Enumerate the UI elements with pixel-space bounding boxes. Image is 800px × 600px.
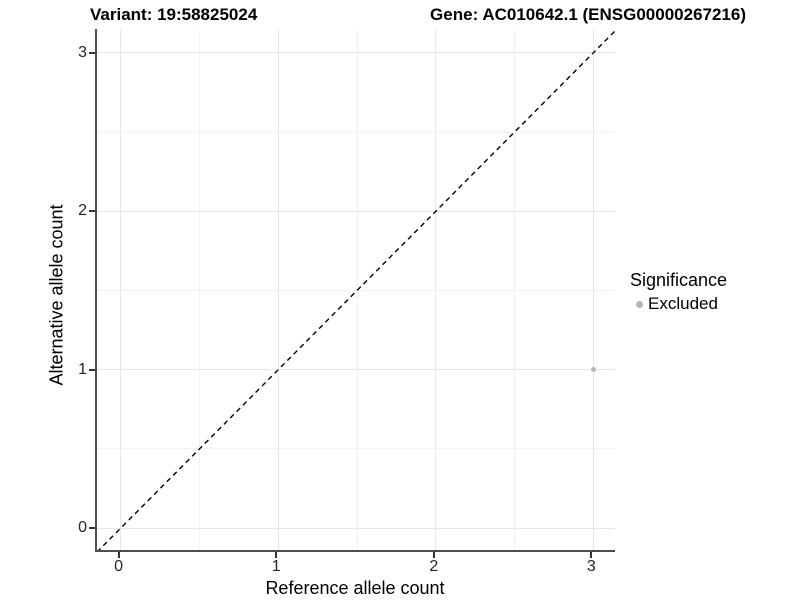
identity-line	[98, 30, 615, 550]
gridline-y-major	[97, 52, 615, 54]
x-axis-tick-label: 2	[429, 558, 439, 575]
gridline-x-minor	[514, 29, 516, 550]
y-axis-tick-label: 3	[78, 43, 87, 61]
y-axis-title: Alternative allele count	[46, 204, 67, 386]
legend-item-excluded: Excluded	[630, 293, 800, 315]
x-axis-tick-mark	[117, 552, 120, 558]
gridline-x-major	[277, 29, 279, 550]
gridline-x-minor	[356, 29, 358, 550]
legend-item-label: Excluded	[648, 294, 718, 313]
x-axis-tick-mark	[275, 552, 278, 558]
gridline-y-major	[97, 369, 615, 371]
plot-title-variant: Variant: 19:58825024	[90, 5, 258, 24]
legend: Significance Excluded	[630, 268, 800, 315]
gridline-x-major	[592, 29, 594, 550]
gridline-x-major	[120, 29, 122, 550]
gridline-y-major	[97, 527, 615, 529]
x-axis-tick-label: 0	[114, 558, 124, 575]
x-axis-tick-label: 1	[271, 558, 281, 575]
y-axis-tick-mark	[89, 527, 95, 530]
x-axis-title: Reference allele count	[265, 578, 445, 598]
plot-panel-grid-area	[97, 29, 615, 550]
y-axis-tick-label: 0	[78, 519, 87, 537]
y-axis-tick-mark	[89, 210, 95, 213]
x-axis-tick-mark	[432, 552, 435, 558]
gridline-y-major	[97, 210, 615, 212]
gridline-y-minor	[97, 448, 615, 450]
gridline-y-minor	[97, 290, 615, 291]
y-axis-tick-label: 1	[78, 360, 87, 378]
x-axis-tick-mark	[590, 552, 593, 558]
y-axis-tick-mark	[89, 368, 95, 371]
legend-title: Significance	[630, 270, 728, 290]
gridline-x-major	[435, 29, 437, 550]
legend-key-dot-icon	[636, 300, 643, 308]
data-point	[590, 367, 596, 373]
gridline-y-minor	[97, 131, 615, 133]
y-axis-tick-mark	[89, 51, 95, 54]
plot-panel	[95, 29, 615, 552]
x-axis-tick-label: 3	[586, 558, 596, 575]
plot-title-gene: Gene: AC010642.1 (ENSG00000267216)	[430, 5, 746, 24]
gridline-x-minor	[198, 29, 200, 550]
y-axis-tick-label: 2	[78, 202, 87, 220]
